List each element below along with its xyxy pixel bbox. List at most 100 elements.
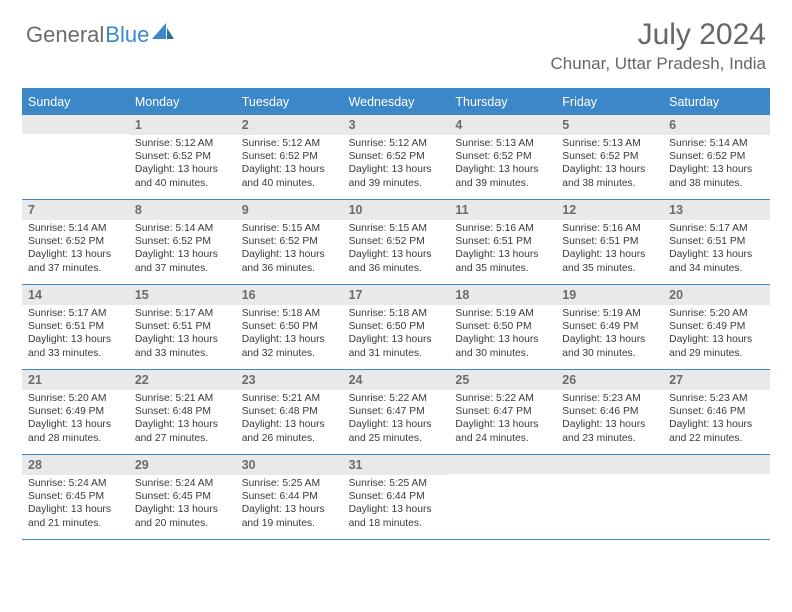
day-body: Sunrise: 5:24 AMSunset: 6:45 PMDaylight:… xyxy=(129,475,236,534)
weekday-header: Thursday xyxy=(449,90,556,115)
sunrise-text: Sunrise: 5:22 AM xyxy=(349,392,444,405)
sunset-text: Sunset: 6:45 PM xyxy=(135,490,230,503)
day-cell: 18Sunrise: 5:19 AMSunset: 6:50 PMDayligh… xyxy=(449,285,556,369)
day-cell: 26Sunrise: 5:23 AMSunset: 6:46 PMDayligh… xyxy=(556,370,663,454)
sunset-text: Sunset: 6:50 PM xyxy=(242,320,337,333)
daylight-text: Daylight: 13 hours and 34 minutes. xyxy=(669,248,764,274)
sunset-text: Sunset: 6:48 PM xyxy=(242,405,337,418)
calendar: SundayMondayTuesdayWednesdayThursdayFrid… xyxy=(22,88,770,540)
daylight-text: Daylight: 13 hours and 25 minutes. xyxy=(349,418,444,444)
day-cell: 7Sunrise: 5:14 AMSunset: 6:52 PMDaylight… xyxy=(22,200,129,284)
week-row: 21Sunrise: 5:20 AMSunset: 6:49 PMDayligh… xyxy=(22,370,770,455)
sunset-text: Sunset: 6:51 PM xyxy=(455,235,550,248)
day-number: 11 xyxy=(449,200,556,220)
day-body: Sunrise: 5:13 AMSunset: 6:52 PMDaylight:… xyxy=(449,135,556,194)
sunset-text: Sunset: 6:52 PM xyxy=(562,150,657,163)
sunrise-text: Sunrise: 5:16 AM xyxy=(455,222,550,235)
day-number: 30 xyxy=(236,455,343,475)
daylight-text: Daylight: 13 hours and 35 minutes. xyxy=(562,248,657,274)
day-body: Sunrise: 5:23 AMSunset: 6:46 PMDaylight:… xyxy=(556,390,663,449)
daylight-text: Daylight: 13 hours and 31 minutes. xyxy=(349,333,444,359)
day-number: 14 xyxy=(22,285,129,305)
weekday-header: Wednesday xyxy=(343,90,450,115)
month-title: July 2024 xyxy=(551,18,766,52)
sunrise-text: Sunrise: 5:18 AM xyxy=(349,307,444,320)
day-cell: 22Sunrise: 5:21 AMSunset: 6:48 PMDayligh… xyxy=(129,370,236,454)
sunset-text: Sunset: 6:52 PM xyxy=(349,150,444,163)
day-body: Sunrise: 5:25 AMSunset: 6:44 PMDaylight:… xyxy=(343,475,450,534)
day-body: Sunrise: 5:24 AMSunset: 6:45 PMDaylight:… xyxy=(22,475,129,534)
day-cell: 19Sunrise: 5:19 AMSunset: 6:49 PMDayligh… xyxy=(556,285,663,369)
day-number xyxy=(449,455,556,474)
daylight-text: Daylight: 13 hours and 29 minutes. xyxy=(669,333,764,359)
sunset-text: Sunset: 6:49 PM xyxy=(669,320,764,333)
sunrise-text: Sunrise: 5:13 AM xyxy=(562,137,657,150)
day-cell: 10Sunrise: 5:15 AMSunset: 6:52 PMDayligh… xyxy=(343,200,450,284)
day-cell: 24Sunrise: 5:22 AMSunset: 6:47 PMDayligh… xyxy=(343,370,450,454)
day-number: 15 xyxy=(129,285,236,305)
day-body: Sunrise: 5:14 AMSunset: 6:52 PMDaylight:… xyxy=(22,220,129,279)
day-body: Sunrise: 5:16 AMSunset: 6:51 PMDaylight:… xyxy=(556,220,663,279)
sunrise-text: Sunrise: 5:25 AM xyxy=(242,477,337,490)
day-body: Sunrise: 5:20 AMSunset: 6:49 PMDaylight:… xyxy=(663,305,770,364)
day-cell: 1Sunrise: 5:12 AMSunset: 6:52 PMDaylight… xyxy=(129,115,236,199)
sunrise-text: Sunrise: 5:18 AM xyxy=(242,307,337,320)
sunset-text: Sunset: 6:52 PM xyxy=(135,150,230,163)
day-body: Sunrise: 5:18 AMSunset: 6:50 PMDaylight:… xyxy=(236,305,343,364)
daylight-text: Daylight: 13 hours and 30 minutes. xyxy=(455,333,550,359)
location: Chunar, Uttar Pradesh, India xyxy=(551,54,766,74)
daylight-text: Daylight: 13 hours and 24 minutes. xyxy=(455,418,550,444)
sunrise-text: Sunrise: 5:25 AM xyxy=(349,477,444,490)
sunset-text: Sunset: 6:46 PM xyxy=(669,405,764,418)
sunrise-text: Sunrise: 5:15 AM xyxy=(349,222,444,235)
sunset-text: Sunset: 6:52 PM xyxy=(349,235,444,248)
day-number xyxy=(663,455,770,474)
sunrise-text: Sunrise: 5:12 AM xyxy=(349,137,444,150)
day-body: Sunrise: 5:21 AMSunset: 6:48 PMDaylight:… xyxy=(129,390,236,449)
day-number: 12 xyxy=(556,200,663,220)
day-body: Sunrise: 5:25 AMSunset: 6:44 PMDaylight:… xyxy=(236,475,343,534)
day-cell: 8Sunrise: 5:14 AMSunset: 6:52 PMDaylight… xyxy=(129,200,236,284)
daylight-text: Daylight: 13 hours and 38 minutes. xyxy=(562,163,657,189)
day-number: 8 xyxy=(129,200,236,220)
daylight-text: Daylight: 13 hours and 32 minutes. xyxy=(242,333,337,359)
day-number: 1 xyxy=(129,115,236,135)
daylight-text: Daylight: 13 hours and 38 minutes. xyxy=(669,163,764,189)
daylight-text: Daylight: 13 hours and 36 minutes. xyxy=(242,248,337,274)
daylight-text: Daylight: 13 hours and 33 minutes. xyxy=(28,333,123,359)
daylight-text: Daylight: 13 hours and 33 minutes. xyxy=(135,333,230,359)
day-body: Sunrise: 5:14 AMSunset: 6:52 PMDaylight:… xyxy=(663,135,770,194)
day-cell: 27Sunrise: 5:23 AMSunset: 6:46 PMDayligh… xyxy=(663,370,770,454)
sunrise-text: Sunrise: 5:20 AM xyxy=(28,392,123,405)
sunrise-text: Sunrise: 5:14 AM xyxy=(135,222,230,235)
daylight-text: Daylight: 13 hours and 23 minutes. xyxy=(562,418,657,444)
sunrise-text: Sunrise: 5:12 AM xyxy=(242,137,337,150)
day-cell: 6Sunrise: 5:14 AMSunset: 6:52 PMDaylight… xyxy=(663,115,770,199)
day-cell: 29Sunrise: 5:24 AMSunset: 6:45 PMDayligh… xyxy=(129,455,236,539)
day-body: Sunrise: 5:15 AMSunset: 6:52 PMDaylight:… xyxy=(236,220,343,279)
logo-text: General Blue xyxy=(26,22,149,48)
sunrise-text: Sunrise: 5:15 AM xyxy=(242,222,337,235)
sunset-text: Sunset: 6:44 PM xyxy=(349,490,444,503)
day-body: Sunrise: 5:16 AMSunset: 6:51 PMDaylight:… xyxy=(449,220,556,279)
daylight-text: Daylight: 13 hours and 18 minutes. xyxy=(349,503,444,529)
day-number: 20 xyxy=(663,285,770,305)
day-number: 27 xyxy=(663,370,770,390)
sunrise-text: Sunrise: 5:19 AM xyxy=(562,307,657,320)
day-number: 29 xyxy=(129,455,236,475)
day-cell: 30Sunrise: 5:25 AMSunset: 6:44 PMDayligh… xyxy=(236,455,343,539)
day-cell: 14Sunrise: 5:17 AMSunset: 6:51 PMDayligh… xyxy=(22,285,129,369)
day-number xyxy=(556,455,663,474)
day-number: 10 xyxy=(343,200,450,220)
daylight-text: Daylight: 13 hours and 37 minutes. xyxy=(28,248,123,274)
week-row: 7Sunrise: 5:14 AMSunset: 6:52 PMDaylight… xyxy=(22,200,770,285)
day-body: Sunrise: 5:13 AMSunset: 6:52 PMDaylight:… xyxy=(556,135,663,194)
sunset-text: Sunset: 6:51 PM xyxy=(562,235,657,248)
sunset-text: Sunset: 6:50 PM xyxy=(455,320,550,333)
daylight-text: Daylight: 13 hours and 40 minutes. xyxy=(135,163,230,189)
weekday-header: Saturday xyxy=(663,90,770,115)
day-number: 31 xyxy=(343,455,450,475)
day-body: Sunrise: 5:21 AMSunset: 6:48 PMDaylight:… xyxy=(236,390,343,449)
sunrise-text: Sunrise: 5:14 AM xyxy=(28,222,123,235)
day-number: 4 xyxy=(449,115,556,135)
